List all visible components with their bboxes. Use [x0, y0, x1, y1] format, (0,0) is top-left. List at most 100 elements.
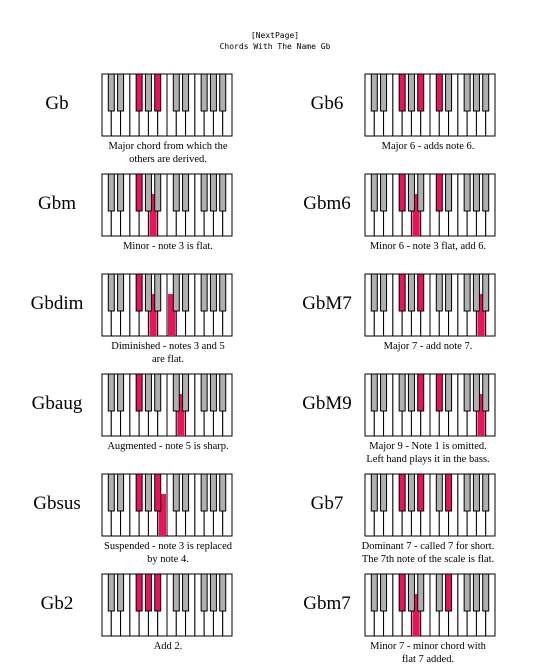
highlighted-black-key	[417, 373, 425, 412]
black-key	[407, 373, 415, 412]
black-key	[117, 273, 125, 312]
description-line: Major chord from which the	[108, 141, 228, 152]
description-line: Major 9 - Note 1 is omitted.	[369, 441, 487, 452]
black-key	[172, 573, 180, 612]
highlighted-white-key	[158, 494, 166, 536]
piano-keyboard-diagram	[101, 473, 233, 537]
description-line: Diminished - notes 3 and 5	[111, 341, 225, 352]
black-key	[380, 173, 388, 212]
highlighted-black-key	[398, 473, 406, 512]
black-key	[107, 173, 115, 212]
chord-description: Diminished - notes 3 and 5 are flat.	[83, 340, 253, 366]
chord-name: Gbaug	[31, 393, 83, 414]
black-key	[445, 73, 453, 112]
chord-description: Minor 6 - note 3 flat, add 6.	[343, 240, 513, 253]
black-key	[407, 273, 415, 312]
black-key	[209, 473, 217, 512]
black-key	[398, 373, 406, 412]
black-key	[144, 73, 152, 112]
black-key	[370, 173, 378, 212]
black-key	[435, 273, 443, 312]
highlighted-black-key	[445, 473, 453, 512]
black-key	[219, 273, 227, 312]
chord-description: Dominant 7 - called 7 for short. The 7th …	[343, 540, 513, 566]
highlighted-white-key	[177, 394, 185, 436]
black-key	[172, 73, 180, 112]
black-key	[463, 373, 471, 412]
black-key	[172, 173, 180, 212]
highlighted-black-key	[435, 173, 443, 212]
black-key	[370, 473, 378, 512]
black-key	[117, 473, 125, 512]
black-key	[380, 373, 388, 412]
chord-description: Major 7 - add note 7.	[343, 340, 513, 353]
black-key	[370, 273, 378, 312]
highlighted-white-key	[168, 294, 176, 336]
description-line: Suspended - note 3 is replaced	[103, 541, 232, 552]
highlighted-white-key	[149, 194, 157, 236]
black-key	[172, 373, 180, 412]
chord-description: Augmented - note 5 is sharp.	[83, 440, 253, 453]
black-key	[182, 73, 190, 112]
description-line: Minor 6 - note 3 flat, add 6.	[369, 241, 487, 252]
black-key	[380, 273, 388, 312]
description-line: others are derived.	[129, 154, 207, 165]
black-key	[209, 573, 217, 612]
black-key	[107, 473, 115, 512]
chord-description: Suspended - note 3 is replaced by note 4.	[83, 540, 253, 566]
highlighted-black-key	[398, 573, 406, 612]
piano-keyboard-diagram	[364, 273, 496, 337]
chord-description: Minor - note 3 is flat.	[83, 240, 253, 253]
chord-description: Major chord from which the others are der…	[83, 140, 253, 166]
black-key	[482, 73, 490, 112]
black-key	[172, 273, 180, 312]
chord-description: Add 2.	[83, 640, 253, 653]
black-key	[200, 473, 208, 512]
black-key	[219, 573, 227, 612]
highlighted-white-key	[412, 194, 420, 236]
black-key	[445, 173, 453, 212]
highlighted-black-key	[154, 73, 162, 112]
highlighted-white-key	[477, 394, 485, 436]
black-key	[472, 473, 480, 512]
piano-keyboard-diagram	[101, 573, 233, 637]
highlighted-black-key	[135, 373, 143, 412]
black-key	[144, 173, 152, 212]
black-key	[182, 273, 190, 312]
description-line: Minor - note 3 is flat.	[123, 241, 213, 252]
black-key	[219, 73, 227, 112]
black-key	[435, 573, 443, 612]
chord-name: Gb2	[40, 593, 74, 614]
description-line: Dominant 7 - called 7 for short.	[361, 541, 495, 552]
description-line: by note 4.	[147, 554, 189, 565]
description-line: Major 7 - add note 7.	[383, 341, 473, 352]
black-key	[370, 573, 378, 612]
piano-keyboard-diagram	[364, 573, 496, 637]
black-key	[117, 73, 125, 112]
piano-keyboard-diagram	[364, 373, 496, 437]
piano-keyboard-diagram	[101, 373, 233, 437]
description-line: Add 2.	[153, 641, 183, 652]
black-key	[182, 173, 190, 212]
description-line: Left hand plays it in the bass.	[366, 454, 490, 465]
piano-keyboard-diagram	[101, 73, 233, 137]
highlighted-black-key	[435, 373, 443, 412]
black-key	[182, 473, 190, 512]
black-key	[407, 573, 415, 612]
black-key	[370, 373, 378, 412]
highlighted-black-key	[417, 473, 425, 512]
black-key	[182, 373, 190, 412]
black-key	[472, 573, 480, 612]
highlighted-black-key	[417, 273, 425, 312]
description-line: Augmented - note 5 is sharp.	[107, 441, 229, 452]
highlighted-black-key	[135, 73, 143, 112]
black-key	[482, 273, 490, 312]
chord-name: Gb	[45, 93, 69, 114]
next-page-link[interactable]: [NextPage]	[250, 31, 300, 40]
black-key	[200, 573, 208, 612]
highlighted-black-key	[135, 173, 143, 212]
description-line: Major 6 - adds note 6.	[381, 141, 475, 152]
black-key	[154, 173, 162, 212]
black-key	[417, 173, 425, 212]
black-key	[117, 573, 125, 612]
